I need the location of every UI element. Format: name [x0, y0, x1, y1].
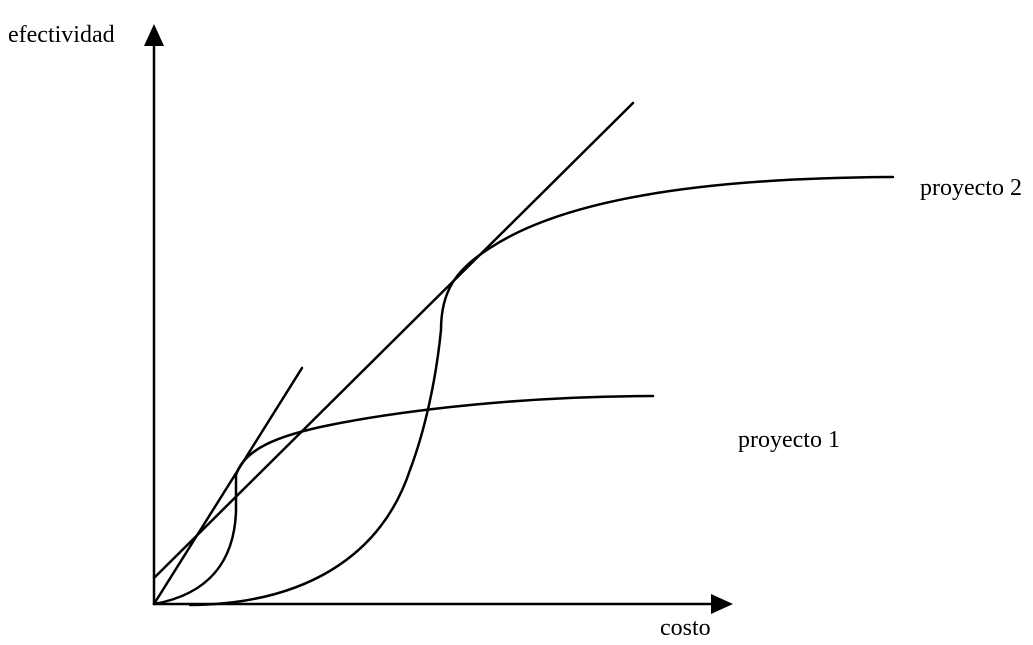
- x-axis-label: costo: [660, 615, 711, 641]
- x-axis-arrowhead: [711, 594, 733, 614]
- project-2-curve: [188, 175, 895, 607]
- y-axis-arrowhead: [144, 24, 164, 46]
- y-axis-label: efectividad: [8, 22, 115, 48]
- tangent-line-steep: [152, 366, 304, 606]
- project-1-curve: [152, 394, 655, 606]
- project-2-label: proyecto 2: [920, 175, 1022, 201]
- tangent-line-long: [152, 101, 635, 580]
- project-1-label: proyecto 1: [738, 427, 840, 453]
